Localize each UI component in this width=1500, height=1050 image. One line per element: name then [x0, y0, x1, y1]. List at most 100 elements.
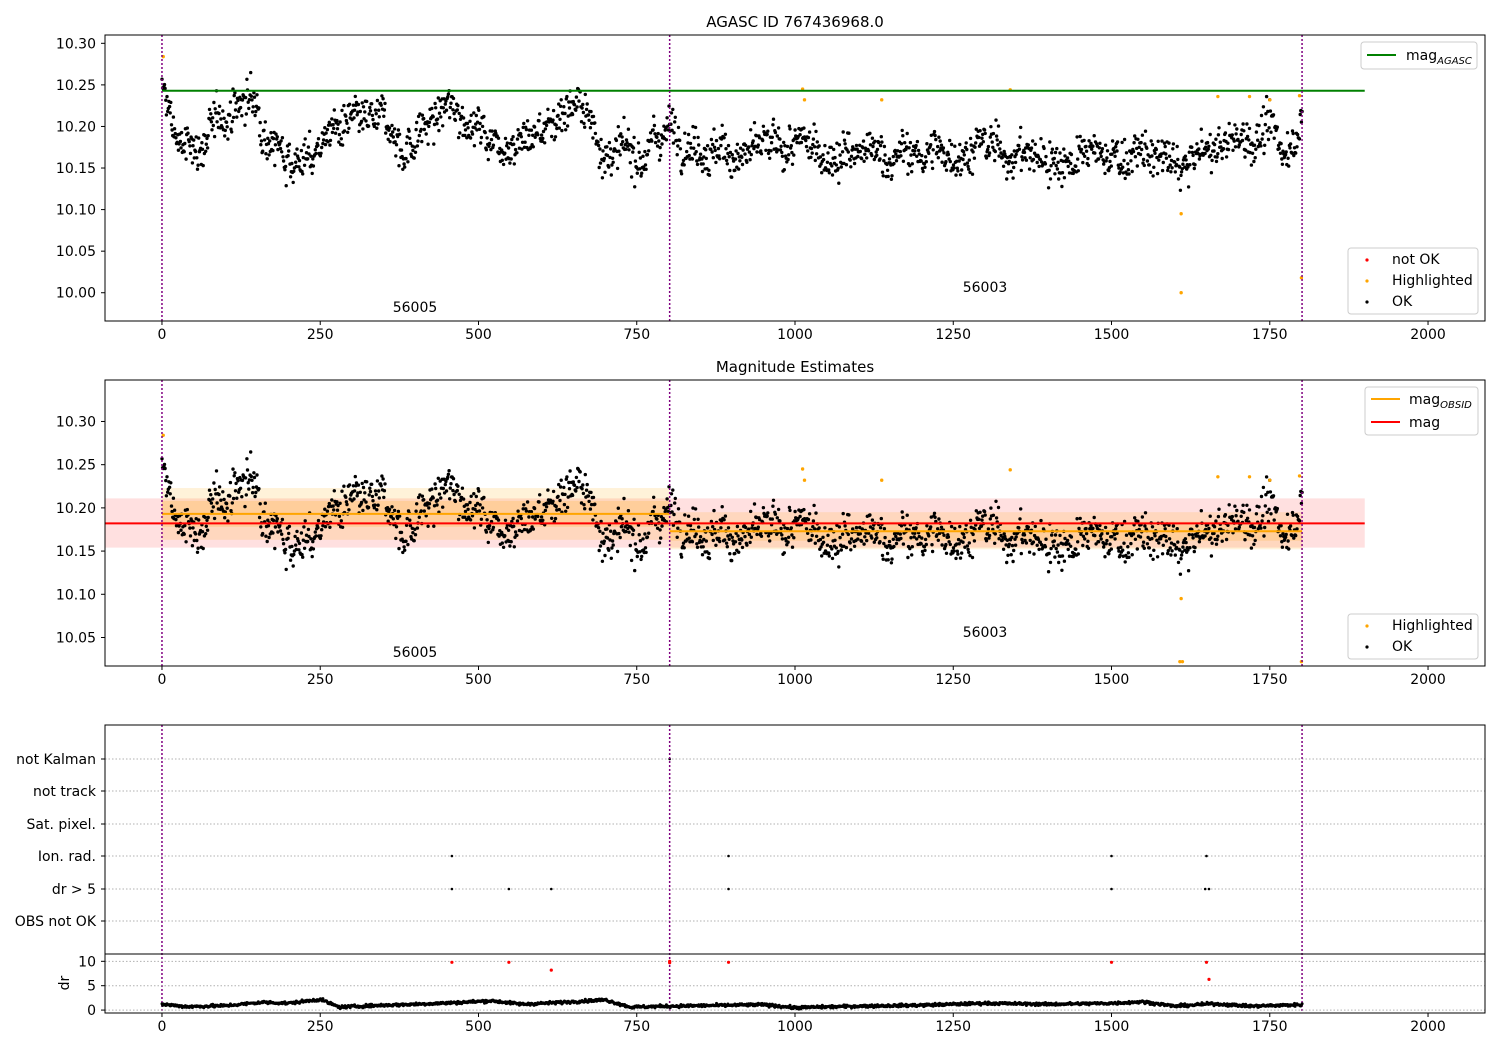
- ok-point: [330, 117, 334, 121]
- ok-point: [1032, 169, 1036, 173]
- ok-point: [223, 510, 227, 514]
- ok-point: [743, 143, 748, 147]
- ok-point: [687, 153, 691, 158]
- highlighted-point: [880, 98, 884, 102]
- ok-point: [1257, 505, 1261, 509]
- ok-point: [827, 554, 831, 558]
- ok-point: [747, 527, 751, 531]
- ok-point: [626, 127, 631, 131]
- ok-point: [211, 116, 215, 120]
- ok-point: [778, 148, 783, 152]
- ok-point: [247, 487, 251, 491]
- ok-point: [593, 131, 598, 136]
- ok-point: [991, 131, 996, 136]
- ok-point: [966, 547, 970, 552]
- ok-point: [1091, 144, 1095, 148]
- ok-point: [1149, 139, 1153, 143]
- ok-point: [655, 144, 660, 148]
- ok-point: [683, 131, 687, 135]
- ok-point: [570, 493, 575, 498]
- ok-point: [209, 493, 213, 497]
- ok-point: [1176, 540, 1180, 544]
- ok-point: [582, 503, 586, 507]
- ok-point: [1272, 136, 1276, 140]
- ok-point: [769, 141, 774, 145]
- ok-point: [1252, 542, 1256, 546]
- ok-point: [482, 495, 486, 500]
- ok-point: [1049, 164, 1053, 168]
- ok-point: [605, 536, 610, 540]
- ok-point: [302, 525, 306, 529]
- ok-point: [340, 143, 345, 147]
- ok-point: [672, 512, 676, 517]
- ok-point: [709, 137, 714, 142]
- ok-point: [1065, 538, 1070, 543]
- ok-point: [1221, 147, 1226, 151]
- ok-point: [827, 168, 831, 172]
- ok-point: [782, 551, 786, 555]
- ok-point: [370, 482, 374, 486]
- ok-point: [1250, 151, 1255, 155]
- ok-point: [1143, 511, 1148, 515]
- ok-point: [509, 540, 513, 544]
- ok-point: [355, 113, 359, 117]
- ok-point: [257, 134, 262, 138]
- ok-point: [643, 163, 648, 167]
- ok-point: [1130, 553, 1134, 557]
- ok-point: [347, 483, 352, 487]
- ok-point: [1024, 158, 1029, 162]
- ok-point: [1234, 132, 1238, 136]
- ok-point: [373, 503, 377, 507]
- ok-point: [1063, 536, 1067, 541]
- ok-point: [414, 127, 418, 132]
- ok-point: [858, 532, 862, 536]
- ok-point: [589, 502, 594, 507]
- ok-point: [309, 537, 313, 541]
- ok-point: [1081, 534, 1086, 538]
- ok-point: [522, 503, 526, 507]
- ok-point: [944, 542, 948, 547]
- ok-point: [571, 480, 575, 484]
- ok-point: [313, 530, 317, 534]
- ok-point: [512, 545, 516, 549]
- ok-point: [451, 477, 456, 481]
- ok-point: [1290, 533, 1294, 538]
- ok-point: [1196, 151, 1200, 156]
- ok-point: [332, 489, 336, 493]
- ok-point: [1180, 167, 1185, 171]
- ok-point: [520, 140, 525, 144]
- ok-point: [562, 105, 566, 109]
- ok-point: [557, 126, 561, 130]
- ok-point: [1151, 557, 1155, 561]
- ok-point: [973, 145, 977, 149]
- ok-point: [558, 498, 562, 503]
- ok-point: [1283, 152, 1288, 157]
- ok-point: [192, 138, 196, 142]
- ok-point: [1120, 140, 1124, 145]
- ok-point: [1206, 147, 1211, 151]
- ok-point: [991, 513, 996, 517]
- ok-point: [1121, 554, 1126, 558]
- ok-point: [1013, 543, 1018, 547]
- ok-point: [1169, 158, 1174, 163]
- ok-point: [562, 121, 567, 126]
- p2-xtick-label-500: 500: [465, 672, 492, 688]
- ok-point: [825, 160, 830, 164]
- ok-point: [448, 105, 452, 110]
- p2-xtick-label-1000: 1000: [777, 672, 813, 688]
- ok-point: [278, 529, 283, 533]
- ok-point: [419, 127, 423, 132]
- ok-point: [287, 531, 291, 536]
- ok-point: [1173, 160, 1177, 164]
- ok-point: [993, 541, 997, 545]
- ok-point: [967, 158, 971, 162]
- ok-point: [443, 102, 447, 106]
- ok-point: [278, 523, 282, 528]
- ok-point: [217, 492, 221, 497]
- ok-point: [635, 171, 639, 175]
- ok-point: [905, 513, 909, 517]
- ok-point: [588, 126, 593, 130]
- ok-point: [1090, 147, 1094, 151]
- ok-point: [392, 127, 397, 131]
- ok-point: [225, 125, 229, 129]
